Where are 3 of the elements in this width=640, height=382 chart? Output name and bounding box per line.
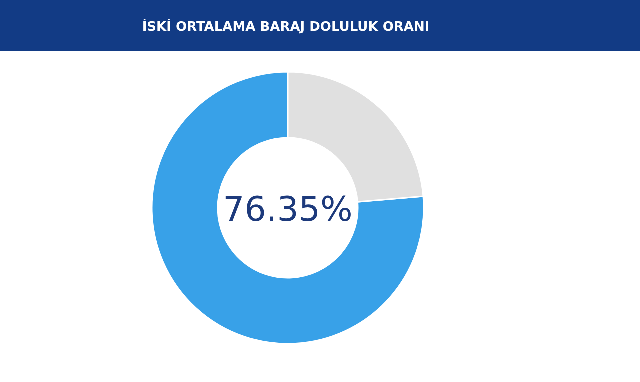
data-label: 76.35%	[223, 190, 353, 230]
donut-slice	[151, 71, 425, 345]
chart-title: İSKİ ORTALAMA BARAJ DOLULUK ORANI	[142, 18, 430, 35]
